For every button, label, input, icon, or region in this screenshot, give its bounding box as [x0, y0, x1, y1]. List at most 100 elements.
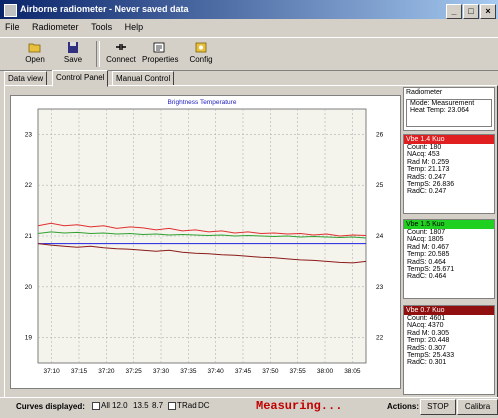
y-tick-label-left: 20: [25, 284, 33, 291]
chart-title: Brightness Temperature: [168, 99, 237, 106]
channel-3-line: NAcq: 4370: [407, 322, 444, 330]
open-label: Open: [25, 55, 45, 64]
menu-radiometer[interactable]: Radiometer: [32, 22, 79, 32]
connect-icon: [116, 44, 126, 50]
channel-1-line: RadS: 0.247: [407, 173, 446, 181]
y-tick-label-left: 19: [25, 335, 33, 342]
x-tick-label: 37:25: [126, 368, 143, 375]
app-icon: [4, 4, 17, 17]
y-tick-label-right: 24: [376, 233, 384, 240]
radiometer-mode: Mode: Measurement: [410, 100, 475, 107]
menu-tools[interactable]: Tools: [91, 22, 113, 32]
channel-2-line: RadC: 0.464: [407, 273, 447, 281]
series-line: [37, 231, 367, 239]
curve-option-label: 12.0: [112, 401, 128, 410]
channel-1-line: Count: 180: [407, 144, 442, 151]
actions-label: Actions:: [387, 402, 419, 411]
channel-3-line: Count: 4601: [407, 315, 446, 322]
save-button[interactable]: Save: [56, 39, 90, 69]
x-tick-label: 37:45: [235, 368, 252, 375]
channel-2-line: Temp: 20.585: [407, 251, 450, 259]
curve-option-label: DC: [198, 401, 210, 410]
radiometer-info: Mode: Measurement Heat Temp: 23.064: [406, 99, 492, 127]
channel-box-2: Vbe 1.5 Kuo Count: 1807 NAcq: 1805 Rad M…: [403, 219, 495, 299]
channel-box-3: Vbe 0.7 Kuo Count: 4601 NAcq: 4370 Rad M…: [403, 305, 495, 395]
x-tick-label: 38:00: [317, 368, 334, 375]
channel-1-line: Rad M: 0.259: [407, 158, 450, 166]
channel-1-line: TempS: 26.836: [407, 181, 455, 189]
toolbar: Open Save Connect Properties Config: [0, 37, 498, 71]
series-line: [37, 243, 367, 264]
stop-button[interactable]: STOP: [420, 399, 456, 415]
curve-option-8[interactable]: 8.7: [152, 401, 163, 410]
close-button[interactable]: ×: [480, 4, 496, 19]
brightness-temperature-chart: 37:10 37:15 37:20 37:25 37:30 37:35 37:40 37:45…: [25, 99, 384, 375]
curve-option-12[interactable]: 12.0: [112, 401, 128, 410]
series-line: [37, 222, 367, 237]
maximize-button[interactable]: □: [463, 4, 479, 19]
toolbar-separator: [96, 41, 100, 67]
minimize-button[interactable]: _: [446, 4, 462, 19]
curve-option-all[interactable]: All: [92, 401, 110, 410]
properties-label: Properties: [142, 55, 179, 64]
y-tick-label-right: 26: [376, 131, 384, 138]
y-tick-label-right: 22: [376, 335, 384, 342]
x-tick-label: 37:20: [98, 368, 115, 375]
curve-option-dc[interactable]: DC: [198, 401, 210, 410]
title-bar: Airborne radiometer - Never saved data _…: [0, 0, 498, 19]
y-tick-label-left: 23: [25, 131, 33, 138]
connect-label: Connect: [106, 55, 136, 64]
window-controls: _ □ ×: [445, 2, 496, 19]
curve-option-label: All: [101, 401, 110, 410]
properties-button[interactable]: Properties: [142, 39, 179, 69]
channel-box-1: Vbe 1.4 Kuo Count: 180 NAcq: 453 Rad M: …: [403, 134, 495, 214]
x-tick-label: 37:15: [71, 368, 88, 375]
status-bar: Curves displayed: All 12.0 13.5 8.7 T Ra…: [0, 397, 498, 418]
channel-2-line: Rad M: 0.467: [407, 243, 450, 251]
checkbox[interactable]: [92, 401, 100, 410]
menu-file[interactable]: File: [5, 22, 20, 32]
curves-displayed-label: Curves displayed:: [16, 402, 85, 411]
window-title: Airborne radiometer - Never saved data: [20, 4, 189, 14]
y-tick-label-left: 21: [25, 233, 33, 240]
config-button[interactable]: Config: [184, 39, 218, 69]
curve-option-label: 13.5: [133, 401, 149, 410]
tab-data-view[interactable]: Data view: [4, 71, 48, 86]
tab-manual-control[interactable]: Manual Control: [112, 71, 175, 86]
y-tick-label-right: 25: [376, 182, 384, 189]
channel-2-line: RadS: 0.464: [407, 258, 446, 266]
calibrate-button[interactable]: Calibra: [457, 399, 498, 415]
channel-1-header: Vbe 1.4 Kuo: [404, 135, 494, 144]
tab-control-panel[interactable]: Control Panel: [52, 70, 109, 87]
curve-option-label: T: [177, 401, 182, 410]
curve-option-13[interactable]: 13.5: [133, 401, 149, 410]
channel-2-line: Count: 1807: [407, 229, 446, 236]
radiometer-title: Radiometer: [406, 89, 443, 96]
channel-3-line: Rad M: 0.305: [407, 329, 450, 337]
config-icon: [195, 42, 207, 53]
config-label: Config: [189, 55, 213, 64]
radiometer-heat-temp: Heat Temp: 23.064: [410, 107, 470, 115]
channel-2-header: Vbe 1.5 Kuo: [404, 220, 494, 229]
curve-option-label: 8.7: [152, 401, 164, 410]
channel-1-line: RadC: 0.247: [407, 188, 447, 196]
connect-button[interactable]: Connect: [104, 39, 138, 69]
x-tick-label: 37:55: [290, 368, 307, 375]
measuring-indicator: Measuring...: [256, 399, 343, 413]
y-tick-label-right: 23: [376, 284, 384, 291]
channel-2-line: TempS: 25.671: [407, 266, 455, 274]
x-tick-label: 37:30: [153, 368, 170, 375]
properties-icon: [153, 42, 165, 53]
checkbox[interactable]: [168, 401, 176, 410]
x-tick-label: 37:10: [44, 368, 61, 375]
curve-option-t[interactable]: T: [168, 401, 182, 410]
channel-3-line: TempS: 25.433: [407, 352, 455, 360]
channel-2-line: NAcq: 1805: [407, 236, 444, 244]
channel-3-line: RadC: 0.301: [407, 359, 447, 367]
floppy-disk-icon: [68, 42, 78, 53]
open-button[interactable]: Open: [18, 39, 52, 69]
x-tick-label: 37:35: [180, 368, 197, 375]
menu-help[interactable]: Help: [124, 22, 144, 32]
curve-option-rad[interactable]: Rad: [182, 401, 197, 410]
